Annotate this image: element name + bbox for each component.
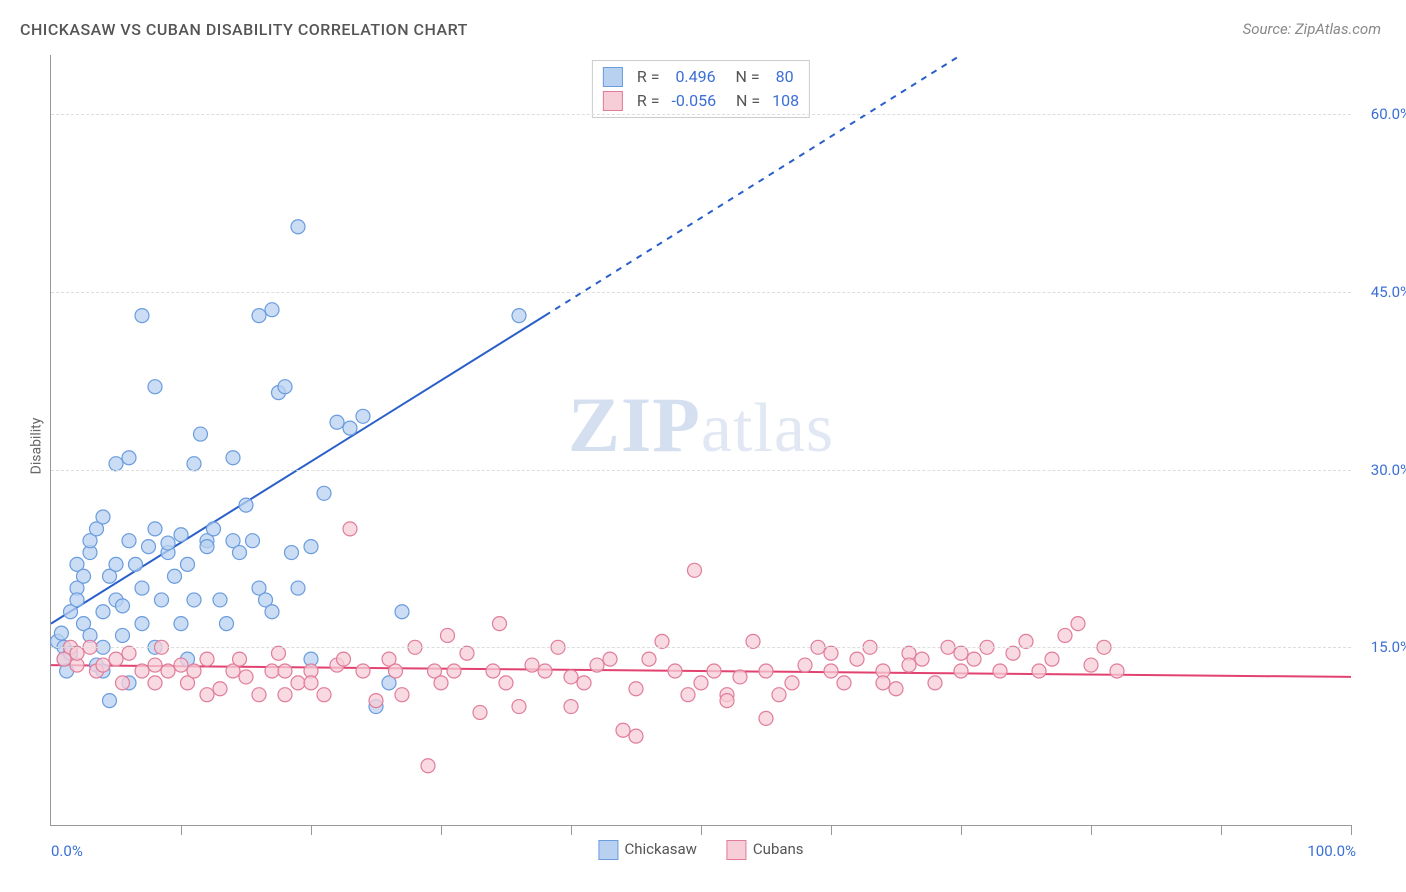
- y-tick-label: 15.0%: [1356, 638, 1406, 656]
- x-tick: [571, 825, 572, 835]
- legend-swatch-chickasaw: [598, 840, 618, 860]
- r-value-chickasaw: 0.496: [675, 65, 715, 89]
- x-tick: [181, 825, 182, 835]
- x-axis-min-label: 0.0%: [51, 842, 83, 860]
- n-label: N =: [724, 65, 768, 89]
- legend-swatch-cubans: [727, 840, 747, 860]
- x-tick: [441, 825, 442, 835]
- x-tick: [961, 825, 962, 835]
- chart-svg: [51, 55, 1351, 825]
- stats-row-cubans: R = -0.056 N = 108: [603, 89, 799, 113]
- n-value-cubans: 108: [772, 89, 799, 113]
- x-tick: [701, 825, 702, 835]
- legend-label-cubans: Cubans: [753, 840, 804, 858]
- r-value-cubans: -0.056: [671, 89, 716, 113]
- n-value-chickasaw: 80: [776, 65, 794, 89]
- swatch-cubans: [603, 91, 623, 111]
- source-attribution: Source: ZipAtlas.com: [1243, 20, 1381, 38]
- swatch-chickasaw: [603, 67, 623, 87]
- plot-area: ZIPatlas R = 0.496 N = 80 R = -0.056 N =…: [50, 55, 1351, 826]
- x-axis-max-label: 100.0%: [1307, 842, 1356, 860]
- y-axis-label: Disability: [28, 418, 44, 475]
- gridline: [51, 470, 1351, 471]
- x-tick: [1221, 825, 1222, 835]
- x-tick: [311, 825, 312, 835]
- chart-title: CHICKASAW VS CUBAN DISABILITY CORRELATIO…: [20, 20, 468, 39]
- stats-row-chickasaw: R = 0.496 N = 80: [603, 65, 799, 89]
- y-tick-label: 30.0%: [1356, 461, 1406, 479]
- n-label: N =: [724, 89, 764, 113]
- legend-item-cubans: Cubans: [727, 840, 804, 860]
- bottom-legend: Chickasaw Cubans: [598, 840, 803, 860]
- y-tick-label: 45.0%: [1356, 283, 1406, 301]
- x-tick: [831, 825, 832, 835]
- r-label: R =: [637, 89, 664, 113]
- x-tick: [1091, 825, 1092, 835]
- r-label: R =: [637, 65, 668, 89]
- y-tick-label: 60.0%: [1356, 105, 1406, 123]
- legend-item-chickasaw: Chickasaw: [598, 840, 696, 860]
- gridline: [51, 647, 1351, 648]
- x-tick: [1351, 825, 1352, 835]
- stats-legend-box: R = 0.496 N = 80 R = -0.056 N = 108: [592, 60, 810, 118]
- gridline: [51, 114, 1351, 115]
- gridline: [51, 292, 1351, 293]
- legend-label-chickasaw: Chickasaw: [624, 840, 696, 858]
